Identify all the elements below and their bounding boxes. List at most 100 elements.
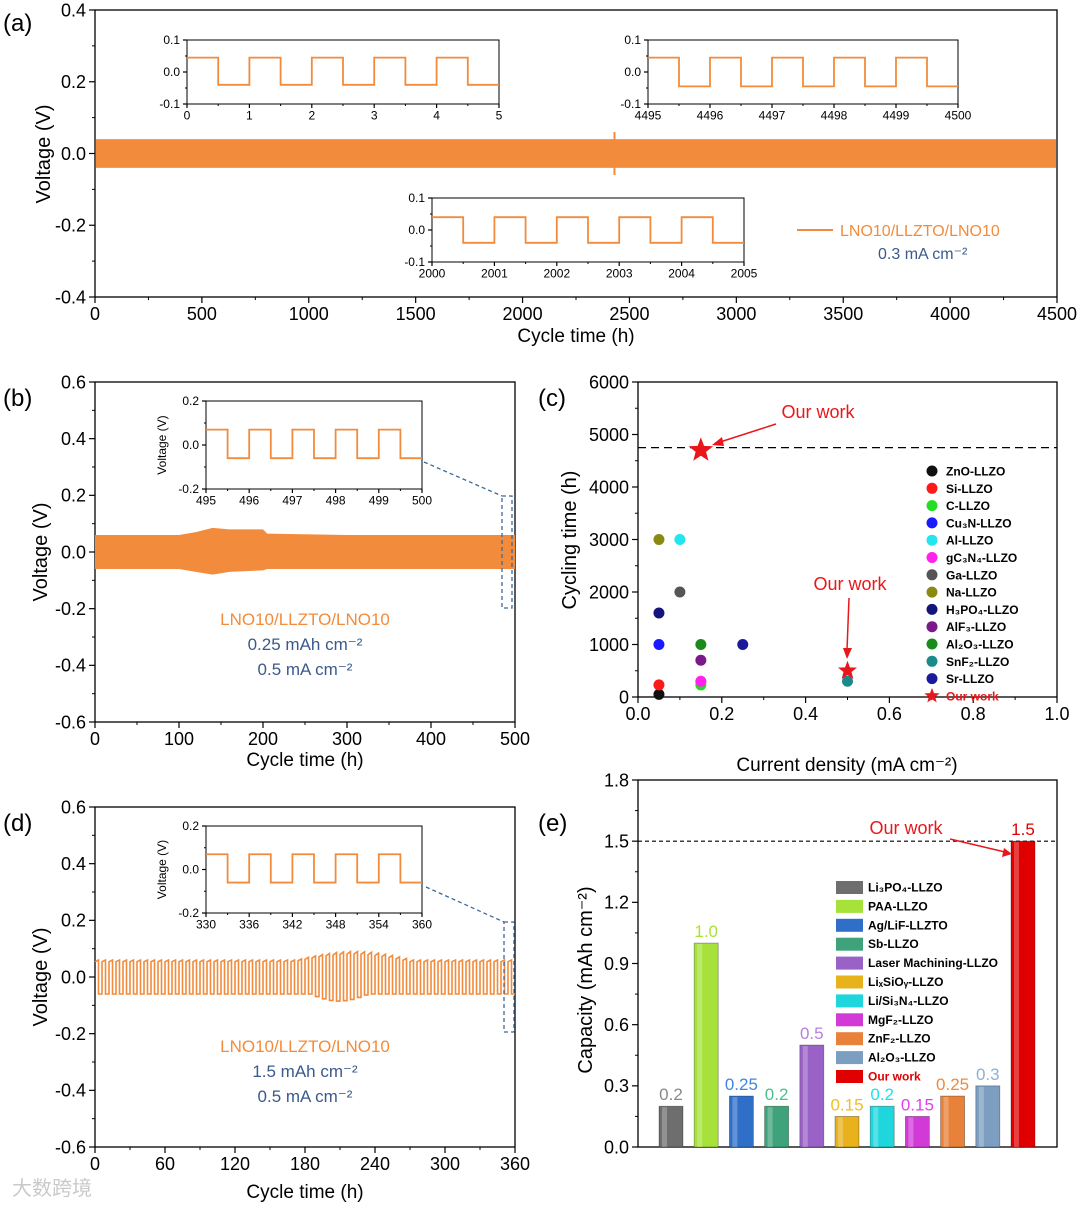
data-point xyxy=(653,679,665,691)
x-tick-label: 4500 xyxy=(1037,304,1077,324)
data-point-star xyxy=(688,437,714,461)
legend-marker xyxy=(926,655,938,667)
legend-swatch xyxy=(836,899,863,913)
bar-value-label: 0.2 xyxy=(870,1085,894,1104)
data-point xyxy=(653,534,665,545)
panel-label: (c) xyxy=(538,385,566,412)
x-tick-label: 348 xyxy=(326,917,346,931)
x-tick-label: 0.2 xyxy=(709,704,734,724)
data-point xyxy=(674,534,686,545)
y-tick-label: 6000 xyxy=(589,372,629,392)
legend-label: Na-LLZO xyxy=(946,586,997,600)
legend-label: Our work xyxy=(868,1070,921,1084)
bar-highlight xyxy=(1014,842,1019,1147)
y-tick-label: 1.8 xyxy=(604,770,629,790)
inset-voltage-line xyxy=(432,216,744,244)
y-tick-label: 0.2 xyxy=(182,394,199,408)
inset-voltage-line xyxy=(206,428,422,460)
legend-label: H₃PO₄-LLZO xyxy=(946,603,1019,617)
annotation-arrow xyxy=(846,597,850,651)
y-tick-label: 0.2 xyxy=(61,486,86,506)
legend-marker xyxy=(926,603,938,615)
legend-label: Cu₃N-LLZO xyxy=(946,516,1012,530)
x-tick-label: 0 xyxy=(90,304,100,324)
zoom-arrow xyxy=(425,886,505,923)
arrowhead xyxy=(712,437,724,446)
bar-highlight xyxy=(978,1086,984,1147)
x-tick-label: 500 xyxy=(187,304,217,324)
bar-highlight xyxy=(873,1107,879,1147)
x-tick-label: 2002 xyxy=(543,266,570,280)
y-tick-label: 2000 xyxy=(589,582,629,602)
legend-marker xyxy=(926,586,938,598)
legend-label: Ag/LiF-LLZTO xyxy=(868,918,948,932)
legend-label: MgF₂-LLZO xyxy=(868,1013,933,1027)
y-tick-label: -0.1 xyxy=(620,97,641,111)
x-tick-label: 360 xyxy=(500,1154,530,1174)
x-tick-label: 3 xyxy=(371,108,378,122)
legend-label: Sr-LLZO xyxy=(946,672,994,686)
bar xyxy=(1010,840,1036,1148)
y-tick-label: 0.0 xyxy=(624,65,641,79)
y-tick-label: 0.1 xyxy=(624,33,641,47)
y-tick-label: 0.4 xyxy=(61,429,86,449)
x-tick-label: 2000 xyxy=(419,266,446,280)
bar-value-label: 1.0 xyxy=(694,922,718,941)
y-tick-label: 0.4 xyxy=(61,854,86,874)
y-tick-label: -0.4 xyxy=(55,1081,86,1101)
panel-label: (b) xyxy=(3,385,32,412)
x-tick-label: 498 xyxy=(326,493,346,507)
x-tick-label: 2000 xyxy=(503,304,543,324)
x-tick-label: 0.8 xyxy=(961,704,986,724)
x-tick-label: 4000 xyxy=(930,304,970,324)
zoom-arrow xyxy=(423,461,503,497)
annotation-arrow xyxy=(716,423,777,444)
legend-swatch xyxy=(836,937,863,951)
y-tick-label: 1.5 xyxy=(604,831,629,851)
y-axis-label: Capacity (mAh cm⁻²) xyxy=(575,886,597,1073)
inset-voltage-line xyxy=(187,56,499,86)
x-tick-label: 330 xyxy=(196,917,216,931)
y-tick-label: 0.3 xyxy=(604,1076,629,1096)
y-tick-label: 0.0 xyxy=(61,542,86,562)
legend-label: AlF₃-LLZO xyxy=(946,620,1006,634)
legend-label: Ga-LLZO xyxy=(946,568,997,582)
legend-swatch xyxy=(836,956,863,970)
annotation-line: 0.5 mA cm⁻² xyxy=(258,1087,353,1106)
legend-label: Al₂O₃-LLZO xyxy=(868,1051,936,1065)
y-tick-label: 5000 xyxy=(589,425,629,445)
legend-marker xyxy=(926,638,938,650)
y-tick-label: 0.4 xyxy=(61,0,86,20)
x-tick-label: 342 xyxy=(282,917,302,931)
x-tick-label: 499 xyxy=(369,493,389,507)
legend-label: Laser Machining-LLZO xyxy=(868,956,998,970)
x-tick-label: 1.0 xyxy=(1044,704,1069,724)
x-tick-label: 1500 xyxy=(396,304,436,324)
legend-marker xyxy=(926,621,938,633)
x-tick-label: 360 xyxy=(412,917,432,931)
legend-current: 0.3 mA cm⁻² xyxy=(878,246,968,263)
annotation-arrow xyxy=(949,838,1006,853)
y-tick-label: 3000 xyxy=(589,530,629,550)
legend-label: C-LLZO xyxy=(946,499,990,513)
annotation-our-work: Our work xyxy=(813,574,887,594)
legend-label: SnF₂-LLZO xyxy=(946,655,1009,669)
arrowhead xyxy=(843,648,852,659)
legend-swatch xyxy=(836,975,863,989)
y-tick-label: 0.0 xyxy=(61,144,86,164)
y-tick-label: 0.2 xyxy=(61,72,86,92)
legend-marker-star xyxy=(924,687,940,703)
x-tick-label: 2 xyxy=(308,108,315,122)
x-tick-label: 2004 xyxy=(668,266,695,280)
bar-value-label: 0.5 xyxy=(800,1024,824,1043)
bar xyxy=(764,1105,789,1148)
x-tick-label: 336 xyxy=(239,917,259,931)
data-point xyxy=(653,688,665,700)
annotation-line: 1.5 mAh cm⁻² xyxy=(252,1062,358,1081)
x-tick-label: 4496 xyxy=(697,108,724,122)
y-tick-label: -0.1 xyxy=(404,255,425,269)
y-tick-label: 0 xyxy=(619,687,629,707)
zoom-region-box xyxy=(501,495,513,609)
voltage-band xyxy=(95,527,515,575)
